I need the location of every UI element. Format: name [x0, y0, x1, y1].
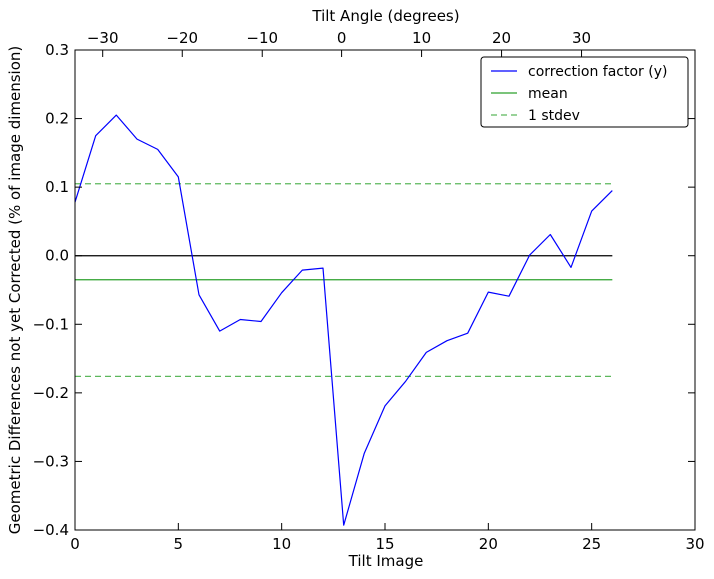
correction-factor-point [488, 292, 489, 293]
correction-factor-point [591, 211, 592, 212]
correction-factor-point [529, 255, 530, 256]
correction-factor-point [302, 270, 303, 271]
correction-factor-point [281, 292, 282, 293]
correction-factor-point [240, 319, 241, 320]
correction-factor-point [219, 331, 220, 332]
correction-factor-point [405, 381, 406, 382]
correction-factor-point [261, 321, 262, 322]
correction-factor-point [95, 135, 96, 136]
top-tick-label: −30 [87, 29, 119, 47]
correction-factor-point [612, 190, 613, 191]
correction-factor-point [199, 294, 200, 295]
correction-factor-point [509, 296, 510, 297]
top-axis-title: Tilt Angle (degrees) [311, 7, 459, 25]
y-tick-label: −0.1 [33, 315, 69, 333]
y-tick-label: −0.4 [33, 521, 69, 539]
correction-factor-point [364, 453, 365, 454]
x-tick-label: 20 [479, 535, 498, 553]
correction-factor-point [137, 139, 138, 140]
correction-factor-point [323, 268, 324, 269]
correction-factor-point [157, 149, 158, 150]
legend: correction factor (y) mean 1 stdev [480, 56, 689, 128]
correction-factor-point [426, 352, 427, 353]
plot-area [74, 114, 613, 526]
correction-factor-point [571, 267, 572, 268]
x-tick-label: 0 [70, 535, 80, 553]
axes: 0 5 10 15 20 25 30 −30 −20 −10 0 10 20 30 −0.4 −0.3 −0.2… [33, 29, 705, 553]
correction-factor-point [447, 340, 448, 341]
y-tick-label: 0.2 [45, 110, 69, 128]
correction-factor-point [178, 176, 179, 177]
y-tick-label: 0.0 [45, 247, 69, 265]
top-tick-label: −20 [166, 29, 198, 47]
y-tick-label: 0.3 [45, 41, 69, 59]
x-tick-label: 25 [582, 535, 601, 553]
correction-factor-point [343, 525, 344, 526]
legend-label-mean: mean [528, 86, 568, 102]
legend-frame [480, 56, 689, 128]
top-tick-label: 20 [492, 29, 511, 47]
y-tick-label: 0.1 [45, 178, 69, 196]
y-axis-title: Geometric Differences not yet Corrected … [6, 46, 24, 535]
correction-factor-point [385, 405, 386, 406]
correction-factor-point [467, 333, 468, 334]
top-tick-label: 30 [572, 29, 591, 47]
x-tick-label: 5 [174, 535, 184, 553]
x-tick-label: 15 [375, 535, 394, 553]
top-tick-label: 0 [337, 29, 347, 47]
legend-label-correction-factor: correction factor (y) [528, 64, 667, 80]
top-tick-label: 10 [412, 29, 431, 47]
y-tick-label: −0.3 [33, 452, 69, 470]
correction-factor-point [116, 115, 117, 116]
legend-label-stdev: 1 stdev [528, 108, 580, 124]
x-tick-label: 10 [272, 535, 291, 553]
x-axis-title: Tilt Image [348, 552, 424, 570]
top-tick-label: −10 [246, 29, 278, 47]
y-tick-label: −0.2 [33, 384, 69, 402]
x-tick-label: 30 [685, 535, 704, 553]
correction-factor-line [74, 114, 613, 526]
correction-factor-point [550, 234, 551, 235]
